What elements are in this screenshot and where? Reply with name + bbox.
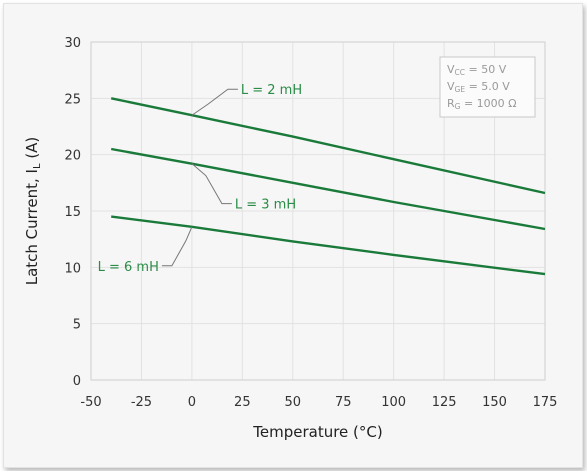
y-tick-label: 15: [64, 205, 81, 220]
series-line-0: [110, 97, 546, 195]
series-label: L = 6 mH: [98, 260, 159, 275]
series-label: L = 2 mH: [241, 83, 302, 98]
series-leader-line: [191, 163, 232, 205]
y-tick-label: 20: [64, 149, 81, 164]
y-axis-title: Latch Current, IL (A): [23, 137, 43, 286]
test-conditions-box: VCC = 50 V VGE = 5.0 V RG = 1000 Ω: [439, 56, 536, 118]
condition-rg: RG = 1000 Ω: [447, 97, 517, 111]
plot-area: [90, 41, 546, 381]
x-tick-label: 150: [482, 395, 507, 410]
y-tick-label: 0: [73, 374, 81, 389]
x-tick-label: -25: [131, 395, 152, 410]
y-tick-label: 30: [64, 36, 81, 51]
x-tick-label: 25: [234, 395, 251, 410]
x-tick-label: -50: [80, 395, 101, 410]
x-tick-label: 0: [188, 395, 196, 410]
x-tick-label: 50: [285, 395, 302, 410]
y-tick-label: 10: [64, 261, 81, 276]
series-leader-line: [191, 88, 238, 116]
condition-vcc: VCC = 50 V: [447, 63, 507, 77]
x-axis-title: Temperature (°C): [252, 423, 382, 441]
x-tick-label: 175: [533, 395, 558, 410]
series-lines: [110, 97, 546, 276]
y-tick-label: 5: [73, 318, 81, 333]
conditions-border: [439, 56, 536, 118]
tick-labels: -50 -25 0 25 50 75 100 125 150 175 0 5 10 15 20 25 30: [64, 36, 557, 410]
y-tick-label: 25: [64, 92, 81, 107]
series-line-2: [111, 215, 546, 276]
condition-vge: VGE = 5.0 V: [447, 80, 510, 94]
series-label: L = 3 mH: [235, 198, 296, 213]
x-tick-label: 75: [335, 395, 352, 410]
series-line-1: [110, 147, 546, 231]
series-labels: L = 2 mH L = 3 mH L = 6 mH: [98, 83, 303, 275]
series-leader-line: [161, 226, 193, 267]
x-tick-label: 100: [381, 395, 406, 410]
x-tick-label: 125: [432, 395, 457, 410]
